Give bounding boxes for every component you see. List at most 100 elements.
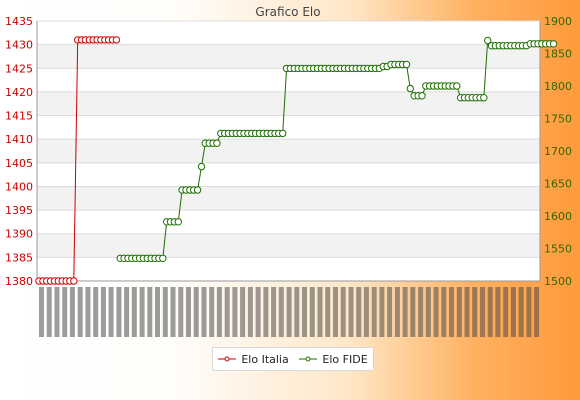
x-tick-label-glyph	[232, 287, 238, 337]
x-tick-mark	[69, 287, 75, 337]
x-tick-mark	[317, 287, 323, 337]
x-tick-label-glyph	[155, 287, 160, 337]
x-tick-mark	[534, 287, 540, 337]
legend-swatch-fide	[299, 356, 318, 362]
x-tick-mark	[425, 287, 431, 337]
x-tick-mark	[495, 287, 501, 337]
data-point-elo-fide	[213, 139, 221, 147]
x-tick-mark	[526, 287, 532, 337]
x-tick-mark	[379, 287, 385, 337]
y-left-tick-label: 1395	[5, 204, 33, 217]
x-tick-mark	[433, 287, 439, 337]
data-point-elo-italia	[70, 277, 78, 285]
x-tick-label-glyph	[456, 287, 462, 337]
x-tick-label-glyph	[46, 287, 52, 337]
x-tick-label-glyph	[224, 287, 230, 337]
x-tick-label-glyph	[255, 287, 261, 337]
x-tick-mark	[201, 287, 207, 337]
x-tick-label-glyph	[216, 287, 222, 337]
y-left-tick-label: 1435	[5, 15, 33, 28]
x-tick-label-glyph	[333, 287, 338, 337]
x-tick-label-glyph	[240, 287, 246, 337]
x-tick-label-glyph	[263, 287, 269, 337]
legend-label-fide: Elo FIDE	[322, 352, 368, 366]
x-tick-mark	[278, 287, 284, 337]
x-tick-mark	[240, 287, 246, 337]
y-right-tick-label: 1850	[544, 48, 572, 61]
x-tick-mark	[186, 287, 191, 337]
x-tick-label-glyph	[356, 287, 362, 337]
x-tick-mark	[255, 287, 261, 337]
x-tick-mark	[170, 287, 176, 337]
series-elo-fide	[116, 36, 558, 262]
x-tick-mark	[348, 287, 354, 337]
grid-band	[37, 44, 540, 69]
x-tick-mark	[309, 287, 315, 337]
x-tick-label-glyph	[124, 287, 130, 337]
x-tick-mark	[510, 287, 516, 337]
x-tick-mark	[108, 287, 114, 337]
x-tick-label-glyph	[247, 287, 253, 337]
x-tick-label-glyph	[69, 287, 75, 337]
data-point-elo-italia	[112, 36, 121, 44]
x-tick-mark	[178, 287, 184, 337]
legend-swatch-italia	[218, 356, 237, 362]
data-point-elo-fide	[484, 36, 492, 45]
x-tick-label-glyph	[402, 287, 408, 337]
x-tick-label-glyph	[464, 287, 470, 337]
data-point-elo-fide	[418, 92, 426, 100]
x-tick-label-glyph	[348, 287, 354, 337]
y-right-tick-label: 1700	[544, 145, 572, 158]
x-tick-label-glyph	[325, 287, 331, 337]
x-tick-mark	[333, 287, 338, 337]
x-tick-label-glyph	[441, 287, 447, 337]
x-tick-mark	[472, 287, 478, 337]
data-point-elo-fide	[480, 94, 488, 102]
x-tick-mark	[418, 287, 424, 337]
legend-item-elo-italia: Elo Italia	[218, 353, 289, 366]
y-left-tick-label: 1390	[5, 228, 33, 241]
x-tick-label-glyph	[201, 287, 207, 337]
x-tick-label-glyph	[139, 287, 145, 337]
x-tick-label-glyph	[487, 287, 493, 337]
x-tick-label-glyph	[77, 287, 83, 337]
x-tick-label-glyph	[433, 287, 439, 337]
chart-title: Grafico Elo	[255, 5, 320, 19]
data-point-elo-fide	[549, 40, 558, 48]
x-tick-mark	[131, 287, 137, 337]
data-point-elo-fide	[193, 186, 202, 194]
data-point-elo-fide	[279, 129, 287, 138]
x-tick-mark	[294, 287, 300, 337]
x-tick-label-glyph	[271, 287, 277, 337]
x-tick-label-glyph	[100, 287, 106, 337]
x-tick-label-glyph	[209, 287, 215, 337]
x-tick-mark	[46, 287, 52, 337]
y-left-tick-label: 1400	[5, 180, 33, 193]
x-tick-mark	[271, 287, 277, 337]
x-tick-label-glyph	[387, 287, 393, 337]
y-right-tick-label: 1550	[544, 243, 572, 256]
grid	[37, 20, 540, 282]
y-right-tick-label: 1800	[544, 80, 572, 93]
x-tick-label-glyph	[162, 287, 168, 337]
x-tick-mark	[193, 287, 199, 337]
x-tick-label-glyph	[503, 287, 509, 337]
axes: 1380 1385 1390 1395 1400 1405 1410 1415 1420 1425…	[5, 15, 572, 288]
x-tick-mark	[456, 287, 462, 337]
y-right-tick-label: 1650	[544, 178, 572, 191]
x-tick-mark	[85, 287, 91, 337]
y-right-tick-label: 1600	[544, 210, 572, 223]
x-tick-mark	[93, 287, 99, 337]
y-left-tick-label: 1430	[5, 39, 33, 52]
grid-band	[37, 139, 540, 163]
y-left-tick-label: 1385	[5, 251, 33, 264]
x-tick-mark	[39, 287, 44, 337]
x-tick-label-glyph	[449, 287, 454, 337]
x-tick-label-glyph	[193, 287, 199, 337]
y-left-tick-label: 1425	[5, 62, 33, 75]
x-tick-mark	[325, 287, 331, 337]
legend-item-elo-fide: Elo FIDE	[299, 352, 368, 366]
x-tick-label-glyph	[425, 287, 431, 337]
